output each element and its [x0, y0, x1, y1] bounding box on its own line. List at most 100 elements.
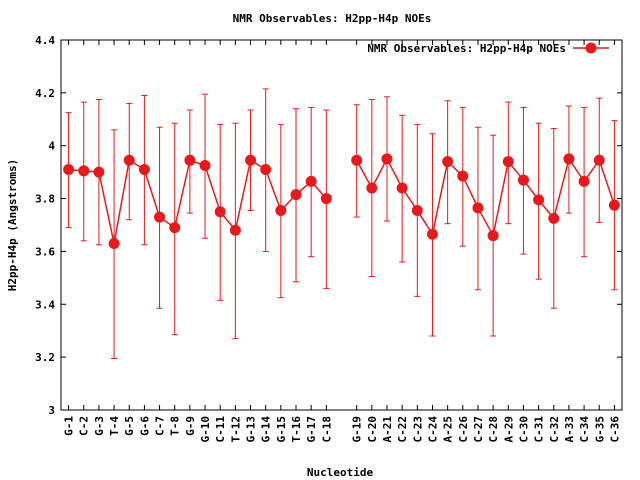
series-line-segment	[598, 160, 616, 206]
series-layer	[63, 88, 620, 359]
series-line-segment	[113, 160, 130, 244]
data-point	[381, 153, 393, 165]
data-point	[487, 230, 499, 242]
x-tick-label: C-24	[426, 416, 439, 443]
y-axis: 3 3.2 3.4 3.6 3.8 4 4.2 4.4	[35, 34, 622, 417]
series-line-segment	[264, 169, 282, 211]
data-point	[78, 165, 90, 177]
x-tick-label: G-3	[93, 416, 106, 436]
x-tick-label: G-14	[260, 416, 273, 443]
data-point	[199, 160, 211, 172]
x-tick-label: C-28	[487, 416, 500, 443]
data-point	[517, 174, 529, 186]
data-point	[63, 164, 75, 175]
data-point	[351, 154, 363, 166]
legend-marker	[585, 42, 597, 54]
x-tick-label: A-33	[563, 416, 576, 443]
data-point	[593, 154, 605, 166]
x-tick-label: G-15	[275, 416, 288, 443]
x-tick-label: C-23	[411, 416, 424, 443]
x-tick-label: C-34	[578, 416, 591, 443]
x-tick-label: C-11	[214, 416, 227, 443]
plot-frame	[60, 39, 623, 411]
x-tick-label: C-18	[320, 416, 333, 443]
data-point	[426, 228, 438, 240]
data-point	[108, 238, 120, 249]
data-point	[123, 154, 135, 166]
y-tick-label: 4.4	[35, 34, 55, 47]
data-point	[442, 156, 454, 168]
x-tick-label: G-6	[138, 416, 151, 436]
y-tick-label: 3	[48, 404, 55, 417]
x-tick-label: G-13	[245, 416, 258, 443]
x-tick-label: G-35	[593, 416, 606, 443]
x-tick-label: C-32	[548, 416, 561, 443]
chart-title: NMR Observables: H2pp-H4p NOEs	[233, 12, 432, 25]
y-axis-label: H2pp-H4p (Angstroms)	[6, 159, 19, 291]
y-tick-label: 3.2	[35, 351, 55, 364]
data-point	[245, 154, 257, 166]
data-point	[184, 154, 196, 166]
x-tick-label: A-29	[502, 416, 515, 443]
x-tick-label: G-5	[123, 416, 136, 436]
x-axis: G-1 C-2 G-3 T-4 G-5 G-6 C-7 T-8 G-9 G-10 C-11 T-12 G…	[63, 40, 621, 443]
data-point	[502, 156, 514, 168]
x-tick-label: A-25	[442, 416, 455, 443]
data-point	[154, 211, 166, 223]
legend: NMR Observables: H2pp-H4p NOEs	[367, 42, 609, 55]
series-line-segment	[173, 160, 191, 228]
x-tick-label: C-27	[472, 416, 485, 443]
series-line-segment	[143, 169, 161, 218]
data-point	[138, 164, 150, 175]
x-tick-label: C-26	[457, 416, 470, 443]
data-point	[93, 166, 105, 178]
x-tick-label: A-21	[381, 416, 394, 443]
data-point	[214, 206, 226, 218]
series-line-segment	[98, 171, 115, 244]
x-tick-label: G-9	[184, 416, 197, 436]
x-tick-label: T-16	[290, 416, 303, 443]
data-point	[290, 189, 302, 201]
y-tick-label: 4.2	[35, 87, 55, 100]
x-axis-label: Nucleotide	[307, 466, 374, 479]
series-line-segment	[492, 161, 510, 236]
x-tick-label: C-2	[78, 416, 91, 436]
data-point	[320, 193, 332, 205]
series-line-segment	[204, 165, 221, 213]
y-tick-label: 3.4	[35, 298, 55, 311]
data-point	[366, 182, 378, 194]
data-point	[305, 175, 317, 187]
data-point	[563, 153, 575, 165]
x-tick-label: G-19	[351, 416, 364, 443]
series-line-segment	[553, 158, 570, 219]
data-point	[169, 222, 181, 234]
x-tick-label: G-17	[305, 416, 318, 443]
data-point	[411, 204, 423, 216]
x-tick-label: C-31	[533, 416, 546, 443]
data-point	[260, 164, 272, 175]
series-line-segment	[234, 160, 252, 231]
data-point	[275, 204, 287, 216]
data-point	[472, 202, 484, 214]
legend-label: NMR Observables: H2pp-H4p NOEs	[367, 42, 566, 55]
series-line-segment	[431, 161, 449, 235]
x-tick-label: C-7	[154, 416, 167, 436]
y-tick-label: 4	[48, 140, 55, 153]
data-point	[457, 170, 469, 182]
data-point	[396, 182, 408, 194]
x-tick-label: C-36	[608, 416, 621, 443]
data-point	[229, 224, 241, 236]
x-tick-label: T-12	[229, 416, 242, 443]
x-tick-label: T-4	[108, 416, 121, 436]
data-point	[608, 199, 620, 211]
y-tick-label: 3.8	[35, 193, 55, 206]
x-tick-label: G-1	[63, 416, 76, 436]
data-point	[578, 175, 590, 187]
x-tick-label: C-20	[366, 416, 379, 443]
x-tick-label: G-10	[199, 416, 212, 443]
y-tick-label: 3.6	[35, 245, 55, 258]
series-line-segment	[462, 175, 479, 209]
data-point	[548, 212, 560, 224]
